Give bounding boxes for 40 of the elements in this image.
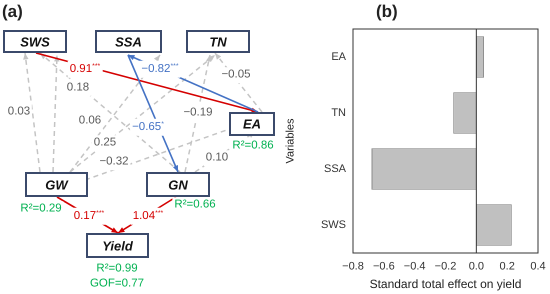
text: 0.10 xyxy=(204,150,230,166)
x-tick-label: −0.2 xyxy=(434,260,456,273)
text: EA xyxy=(242,116,262,132)
x-tick-label: 0.4 xyxy=(530,260,546,273)
text: −0.05 xyxy=(219,67,253,83)
text: GN xyxy=(168,177,188,192)
text: 0.17$^{***}$ xyxy=(72,208,106,224)
text: 0.25 xyxy=(92,135,118,151)
text: R²=0.66 xyxy=(172,197,218,213)
text: R²=0.29 xyxy=(18,201,64,217)
text: Yield xyxy=(102,238,133,253)
chart-title: (b) xyxy=(376,2,398,22)
text: 0.06 xyxy=(76,113,104,129)
text: (a) xyxy=(2,2,23,22)
text: GOF=0.77 xyxy=(88,276,146,292)
text: SWS xyxy=(20,34,50,49)
y-tick-label: SWS xyxy=(320,219,346,232)
x-tick-label: 0.0 xyxy=(468,260,484,273)
text: −0.19 xyxy=(181,105,215,121)
text: 0.03 xyxy=(6,104,32,120)
y-tick-label: TN xyxy=(331,107,346,120)
text: TN xyxy=(209,34,227,49)
text: −0.32 xyxy=(97,154,131,170)
text: GW xyxy=(45,177,68,192)
text: 0.18 xyxy=(64,80,92,96)
text: −0.82$^{***}$ xyxy=(139,60,181,78)
x-tick-label: 0.2 xyxy=(500,260,515,273)
y-tick-label: SSA xyxy=(324,163,347,176)
text: R²=0.99 xyxy=(94,261,140,277)
x-tick-label: −0.4 xyxy=(404,260,426,273)
text: 1.04$^{***}$ xyxy=(130,208,166,224)
text: 0.91$^{***}$ xyxy=(68,60,102,78)
text: R²=0.86 xyxy=(230,138,276,154)
y-axis-title: Variables xyxy=(284,118,297,164)
x-tick-label: −0.6 xyxy=(372,260,395,273)
text: SSA xyxy=(115,34,142,49)
x-axis-title: Standard total effect on yield xyxy=(370,277,522,292)
text: −0.65$^{*}$ xyxy=(130,118,166,136)
x-tick-label: −0.8 xyxy=(342,260,364,273)
y-tick-label: EA xyxy=(331,51,347,64)
